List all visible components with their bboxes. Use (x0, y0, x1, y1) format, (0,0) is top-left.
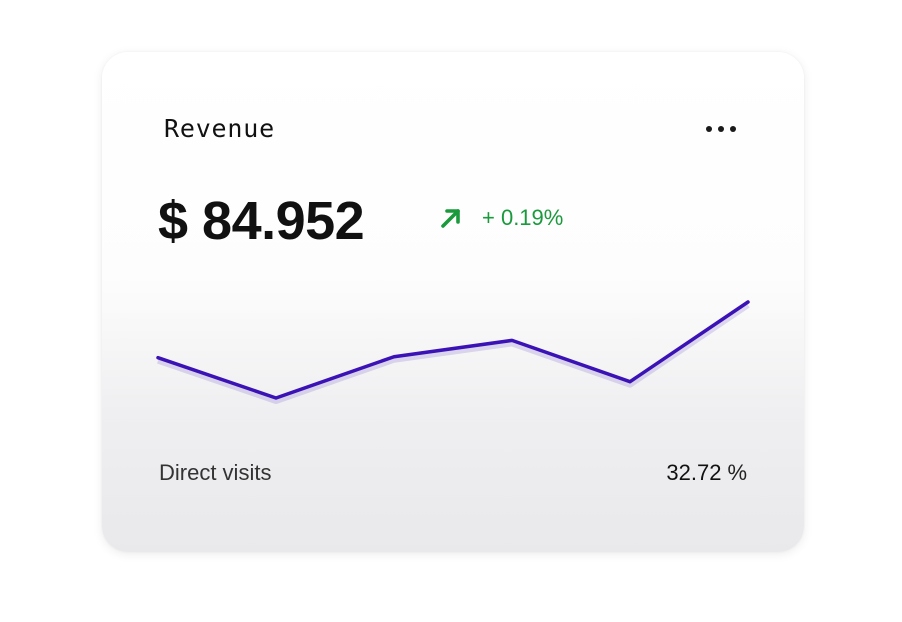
more-horizontal-icon (718, 126, 724, 132)
change-percentage: + 0.19% (482, 205, 564, 230)
direct-visits-unit: % (727, 460, 747, 485)
direct-visits-number: 32.72 (666, 460, 722, 485)
card-title: Revenue (164, 114, 275, 143)
series-line (156, 300, 750, 400)
more-horizontal-icon (706, 126, 712, 132)
revenue-card: Revenue $ 84.952 + 0.19% Direct visits 3… (102, 52, 804, 552)
direct-visits-value: 32.72% (666, 460, 747, 486)
direct-visits-label: Direct visits (159, 460, 272, 485)
series-line-shadow (157, 302, 750, 404)
arrow-up-right-icon (441, 209, 460, 228)
revenue-change: + 0.19% (438, 205, 563, 231)
revenue-amount: $ 84.952 (158, 191, 365, 251)
more-options-button[interactable] (706, 126, 736, 132)
more-horizontal-icon (730, 126, 736, 132)
